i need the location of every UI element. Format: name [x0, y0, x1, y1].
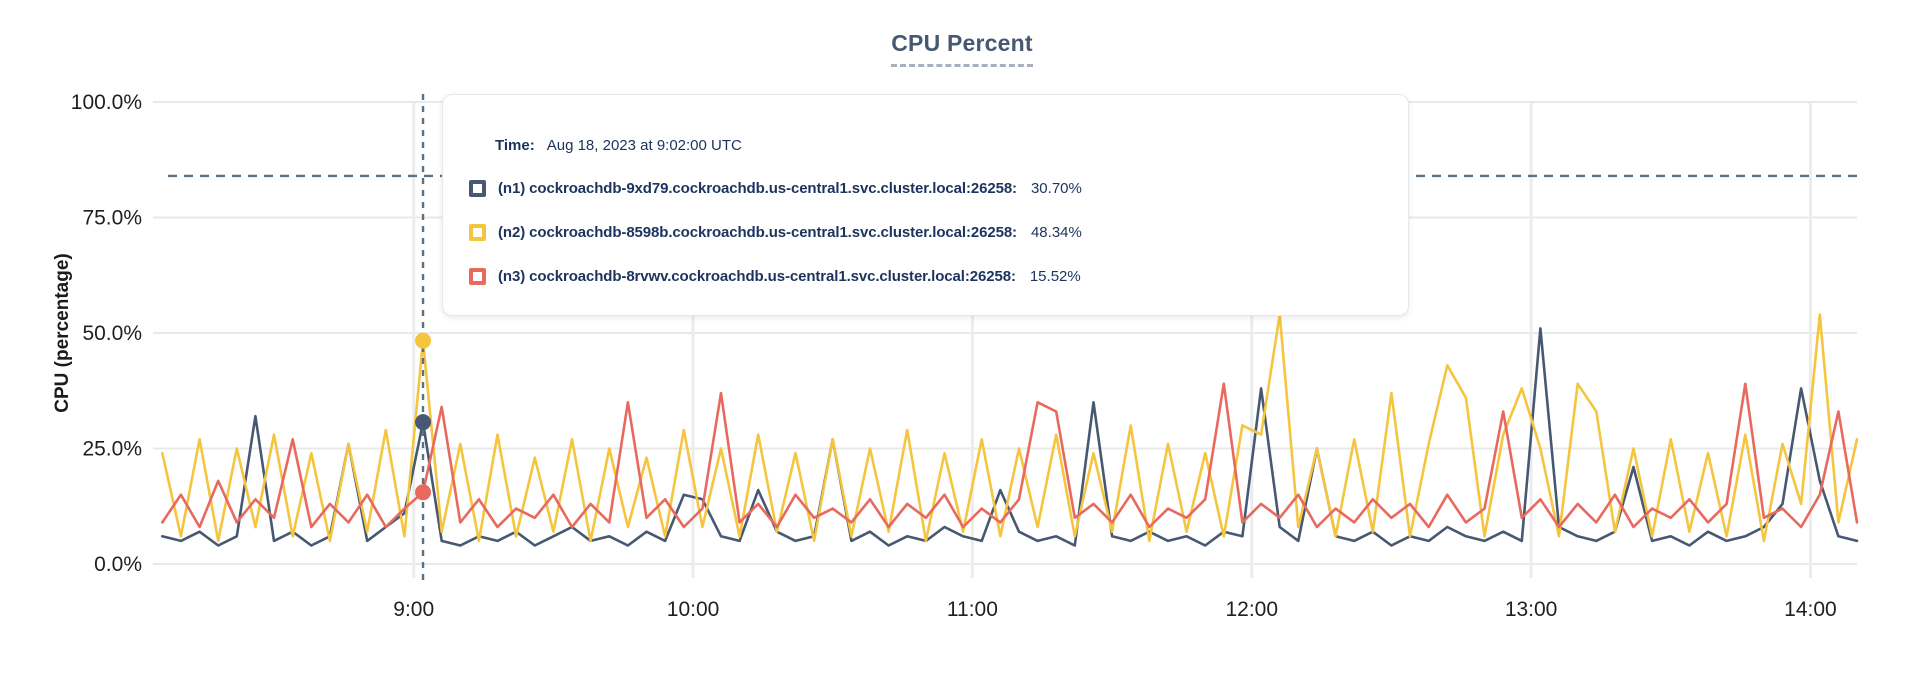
series-n3-label: (n3) cockroachdb-8rvwv.cockroachdb.us-ce…: [498, 268, 1016, 285]
x-tick-label: 11:00: [947, 598, 998, 621]
chart-tooltip: Time: Aug 18, 2023 at 9:02:00 UTC (n1) co…: [442, 94, 1409, 316]
series-n2-swatch-icon: [469, 224, 486, 241]
x-axis-tick-labels: 9:00 10:00 11:00 12:00 13:00 14:00: [393, 598, 1836, 621]
tooltip-legend-row-n3: (n3) cockroachdb-8rvwv.cockroachdb.us-ce…: [469, 266, 1380, 287]
y-tick-label: 0.0%: [94, 553, 142, 576]
y-tick-label: 50.0%: [82, 322, 142, 345]
y-tick-label: 75.0%: [82, 207, 142, 230]
series-n3-value: 15.52%: [1029, 268, 1081, 285]
series-n2-value: 48.34%: [1030, 224, 1082, 241]
y-tick-label: 100.0%: [71, 91, 142, 114]
tooltip-time-label: Time:: [495, 137, 535, 154]
series-line-n2: [161, 313, 1859, 543]
tooltip-legend-row-n1: (n1) cockroachdb-9xd79.cockroachdb.us-ce…: [469, 178, 1380, 199]
x-tick-label: 13:00: [1505, 598, 1558, 621]
hover-point-n3: [415, 484, 432, 501]
series-n3-swatch-icon: [469, 268, 486, 285]
x-tick-label: 9:00: [393, 598, 434, 621]
chart-title: CPU Percent: [891, 30, 1033, 67]
tooltip-legend-row-n2: (n2) cockroachdb-8598b.cockroachdb.us-ce…: [469, 222, 1380, 243]
hover-points: [415, 332, 432, 501]
series-n1-swatch-icon: [469, 180, 486, 197]
tooltip-time-value: Aug 18, 2023 at 9:02:00 UTC: [546, 137, 742, 154]
series-n1-label: (n1) cockroachdb-9xd79.cockroachdb.us-ce…: [498, 180, 1017, 197]
series-line-n3: [161, 382, 1859, 529]
chart-title-wrap: CPU Percent: [0, 30, 1924, 67]
y-axis-tick-labels: 0.0% 25.0% 50.0% 75.0% 100.0%: [71, 91, 142, 576]
x-tick-label: 12:00: [1225, 598, 1278, 621]
y-tick-label: 25.0%: [82, 438, 142, 461]
hover-point-n1: [415, 414, 432, 431]
series-n2-label: (n2) cockroachdb-8598b.cockroachdb.us-ce…: [498, 224, 1017, 241]
series-n1-value: 30.70%: [1030, 180, 1082, 197]
hover-point-n2: [415, 332, 432, 349]
tooltip-time-row: Time: Aug 18, 2023 at 9:02:00 UTC: [495, 135, 1380, 156]
x-tick-label: 10:00: [667, 598, 720, 621]
x-tick-label: 14:00: [1784, 598, 1837, 621]
